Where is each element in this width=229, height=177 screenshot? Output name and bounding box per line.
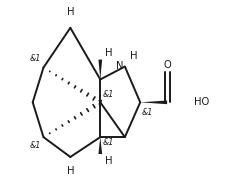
Text: H: H <box>106 48 113 58</box>
Text: &1: &1 <box>103 90 114 99</box>
Text: O: O <box>163 60 171 70</box>
Polygon shape <box>98 60 102 79</box>
Text: &1: &1 <box>103 138 114 147</box>
Text: H: H <box>67 166 74 176</box>
Text: H: H <box>106 156 113 166</box>
Text: &1: &1 <box>141 107 153 116</box>
Text: &1: &1 <box>29 141 41 150</box>
Text: HO: HO <box>194 97 209 107</box>
Text: &1: &1 <box>29 55 41 64</box>
Polygon shape <box>140 101 167 104</box>
Polygon shape <box>98 137 102 154</box>
Text: H: H <box>67 7 74 17</box>
Text: N: N <box>116 61 124 71</box>
Text: H: H <box>131 51 138 61</box>
